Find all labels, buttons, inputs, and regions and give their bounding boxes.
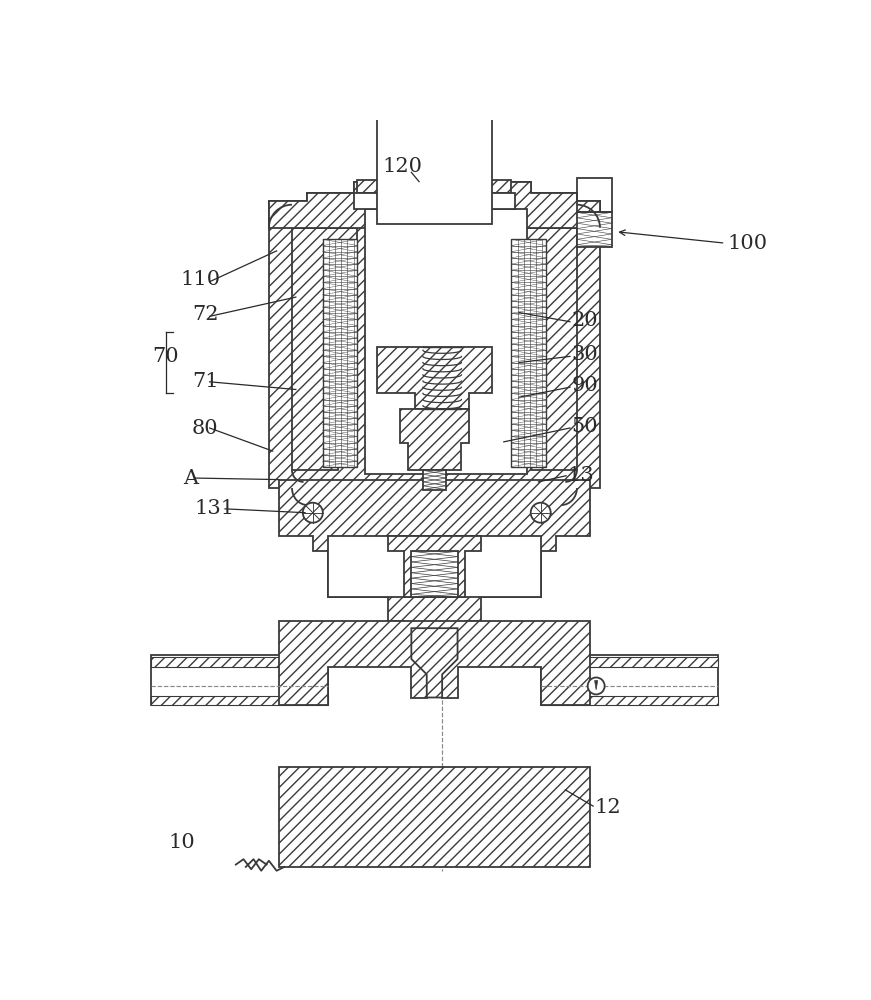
Polygon shape bbox=[365, 209, 527, 474]
Text: 12: 12 bbox=[595, 798, 621, 817]
Polygon shape bbox=[400, 409, 469, 470]
Text: 70: 70 bbox=[152, 347, 179, 366]
Polygon shape bbox=[151, 657, 328, 667]
Polygon shape bbox=[151, 655, 328, 705]
Polygon shape bbox=[151, 696, 328, 705]
Polygon shape bbox=[279, 620, 590, 705]
Polygon shape bbox=[396, 85, 473, 135]
Polygon shape bbox=[388, 70, 481, 132]
Polygon shape bbox=[279, 480, 590, 628]
Text: 80: 80 bbox=[192, 418, 219, 438]
Polygon shape bbox=[541, 655, 718, 705]
Text: 50: 50 bbox=[571, 417, 598, 436]
Polygon shape bbox=[269, 182, 600, 505]
Polygon shape bbox=[511, 228, 577, 470]
Polygon shape bbox=[269, 182, 600, 228]
Polygon shape bbox=[279, 767, 590, 867]
Circle shape bbox=[530, 503, 550, 523]
Circle shape bbox=[303, 503, 323, 523]
Text: 110: 110 bbox=[180, 270, 220, 289]
Circle shape bbox=[588, 677, 604, 694]
Text: 72: 72 bbox=[192, 305, 219, 324]
Polygon shape bbox=[354, 193, 516, 209]
Polygon shape bbox=[541, 696, 718, 705]
Text: 10: 10 bbox=[169, 833, 196, 852]
Polygon shape bbox=[423, 470, 446, 490]
Text: 120: 120 bbox=[382, 157, 422, 176]
Polygon shape bbox=[388, 536, 481, 597]
Polygon shape bbox=[511, 239, 546, 466]
Polygon shape bbox=[376, 101, 492, 224]
Polygon shape bbox=[541, 657, 718, 667]
Polygon shape bbox=[323, 239, 357, 466]
Text: 30: 30 bbox=[571, 345, 598, 364]
Polygon shape bbox=[376, 347, 492, 409]
Polygon shape bbox=[292, 228, 357, 470]
Text: 71: 71 bbox=[192, 372, 219, 391]
Polygon shape bbox=[411, 551, 457, 597]
Polygon shape bbox=[357, 180, 511, 193]
Polygon shape bbox=[411, 628, 457, 698]
Text: 100: 100 bbox=[727, 234, 767, 253]
Text: 90: 90 bbox=[571, 376, 598, 395]
Text: 131: 131 bbox=[194, 499, 234, 518]
Text: 20: 20 bbox=[571, 311, 598, 330]
Text: A: A bbox=[183, 469, 198, 488]
Text: 13: 13 bbox=[568, 466, 594, 485]
Polygon shape bbox=[595, 681, 598, 690]
Polygon shape bbox=[577, 212, 611, 247]
Polygon shape bbox=[328, 536, 541, 597]
